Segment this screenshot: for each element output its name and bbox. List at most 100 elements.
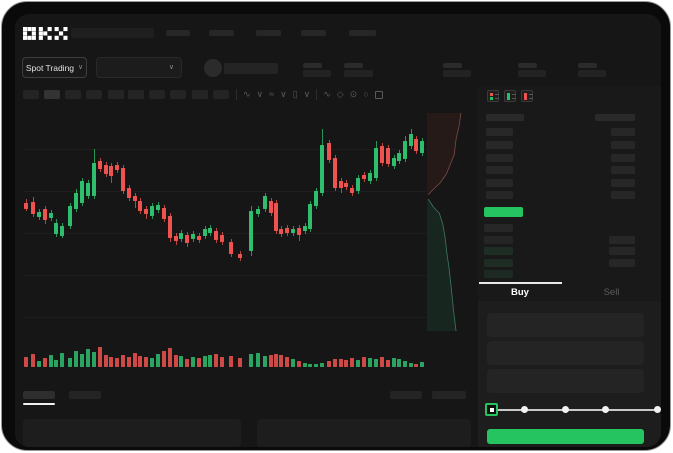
timeframe-pill[interactable] bbox=[86, 90, 102, 99]
amount-slider-track[interactable] bbox=[491, 409, 657, 411]
slider-step-dot[interactable] bbox=[561, 406, 569, 413]
volume-bar bbox=[150, 358, 154, 367]
trendline-tool-icon[interactable]: ∿ bbox=[323, 89, 331, 99]
candle-body bbox=[249, 211, 253, 251]
volume-bar bbox=[327, 361, 331, 367]
timeframe-pill[interactable] bbox=[23, 90, 39, 99]
tab-sell[interactable]: Sell bbox=[603, 286, 620, 298]
candle-body bbox=[269, 201, 273, 213]
wave-indicator-icon[interactable]: ≈ bbox=[269, 89, 275, 99]
app-screen: OKX Spot Trading ∨ ∨ ∿ ∨ ≈ ∨ ▯ ∨ ∿ ◇ ⊙ ○ Buy bbox=[15, 14, 661, 447]
volume-bar bbox=[279, 355, 283, 367]
stat-label-bar bbox=[344, 63, 363, 68]
candle-body bbox=[314, 191, 318, 206]
volume-bar bbox=[156, 354, 160, 367]
timeframe-pill[interactable] bbox=[65, 90, 81, 99]
volume-bar bbox=[115, 358, 119, 367]
volume-bar bbox=[49, 355, 53, 367]
pair-dropdown[interactable]: ∨ bbox=[96, 57, 182, 78]
volume-bar bbox=[362, 357, 366, 367]
volume-bar bbox=[60, 353, 64, 367]
volume-bar bbox=[374, 359, 378, 367]
orderbook-layout-combined-icon[interactable] bbox=[487, 90, 499, 102]
timeframe-pill[interactable] bbox=[128, 90, 144, 99]
orderbook-layout-sell-icon[interactable] bbox=[521, 90, 533, 102]
volume-bar bbox=[31, 354, 35, 367]
stat-label-bar bbox=[443, 63, 462, 68]
volume-bar bbox=[392, 358, 396, 367]
candle-style-icon[interactable]: ▯ bbox=[292, 89, 298, 99]
candle-body bbox=[420, 141, 424, 153]
candle-body bbox=[179, 233, 183, 239]
bid-amount-bar bbox=[609, 247, 635, 255]
stat-value-bar bbox=[443, 70, 471, 77]
volume-bar bbox=[420, 362, 424, 367]
timeframe-pill[interactable] bbox=[213, 90, 229, 99]
order-form-field[interactable] bbox=[487, 341, 644, 365]
nav-item-bar[interactable] bbox=[301, 30, 326, 36]
candle-body bbox=[214, 231, 218, 240]
market-type-selector[interactable]: Spot Trading ∨ bbox=[22, 57, 87, 78]
order-form-field[interactable] bbox=[487, 369, 644, 393]
timeframe-pill[interactable] bbox=[170, 90, 186, 99]
candle-body bbox=[127, 188, 131, 198]
candle-body bbox=[98, 161, 102, 169]
bottom-tab-active-bar[interactable] bbox=[23, 391, 55, 399]
settings-icon[interactable]: ○ bbox=[363, 89, 369, 99]
timeframe-pill[interactable] bbox=[192, 90, 208, 99]
volume-bar bbox=[229, 356, 233, 367]
candle-body bbox=[392, 158, 396, 166]
timeframe-pill[interactable] bbox=[149, 90, 165, 99]
nav-item-bar[interactable] bbox=[256, 30, 281, 36]
tab-buy[interactable]: Buy bbox=[511, 286, 529, 298]
order-form-field[interactable] bbox=[487, 313, 644, 337]
buy-submit-button[interactable] bbox=[487, 429, 644, 444]
stat-label-bar bbox=[303, 63, 322, 68]
fullscreen-icon[interactable] bbox=[374, 90, 383, 99]
screenshot-icon[interactable]: ⊙ bbox=[349, 89, 358, 99]
volume-bar bbox=[74, 351, 78, 367]
bottom-action-bar[interactable] bbox=[390, 391, 422, 399]
candle-body bbox=[220, 235, 224, 242]
slider-step-dot[interactable] bbox=[520, 406, 528, 413]
nav-item-bar[interactable] bbox=[209, 30, 234, 36]
nav-item-bar[interactable] bbox=[349, 30, 376, 36]
bottom-action-bar[interactable] bbox=[432, 391, 466, 399]
volume-bar bbox=[144, 357, 148, 367]
zigzag-line-icon[interactable]: ∿ bbox=[243, 89, 251, 99]
history-panel bbox=[257, 419, 471, 447]
candle-body bbox=[403, 141, 407, 159]
timeframe-pill[interactable] bbox=[108, 90, 124, 99]
candle-body bbox=[350, 188, 354, 193]
order-book-trade-panel: Buy Sell bbox=[478, 86, 661, 447]
volume-bar bbox=[104, 355, 108, 367]
volume-bar bbox=[238, 358, 242, 367]
candle-body bbox=[156, 205, 160, 210]
volume-bar bbox=[68, 358, 72, 367]
volume-bar bbox=[214, 354, 218, 367]
chevron-down-icon[interactable]: ∨ bbox=[256, 89, 264, 99]
nav-item-bar[interactable] bbox=[166, 30, 190, 36]
orderbook-layout-buy-icon[interactable] bbox=[504, 90, 516, 102]
candle-body bbox=[238, 254, 242, 258]
slider-step-dot[interactable] bbox=[601, 406, 609, 413]
candle-body bbox=[191, 234, 195, 239]
ruler-tool-icon[interactable]: ◇ bbox=[336, 89, 344, 99]
avatar[interactable] bbox=[204, 59, 222, 77]
ask-price-bar bbox=[486, 128, 513, 136]
volume-bar bbox=[269, 355, 273, 367]
ob-col-header-left bbox=[486, 114, 524, 121]
bottom-tab-bar[interactable] bbox=[69, 391, 101, 399]
timeframe-pill[interactable] bbox=[44, 90, 60, 99]
candle-body bbox=[320, 145, 324, 193]
candlestick-chart[interactable] bbox=[23, 116, 427, 344]
slider-step-dot[interactable] bbox=[653, 406, 661, 413]
candle-body bbox=[60, 226, 64, 236]
logo-side-bar bbox=[71, 28, 154, 38]
volume-bar bbox=[98, 347, 102, 367]
okx-logo: OKX bbox=[23, 27, 68, 40]
chevron-down-icon[interactable]: ∨ bbox=[303, 89, 311, 99]
candle-body bbox=[168, 216, 172, 238]
chevron-down-icon[interactable]: ∨ bbox=[280, 89, 287, 99]
amount-slider-handle[interactable] bbox=[485, 403, 498, 416]
